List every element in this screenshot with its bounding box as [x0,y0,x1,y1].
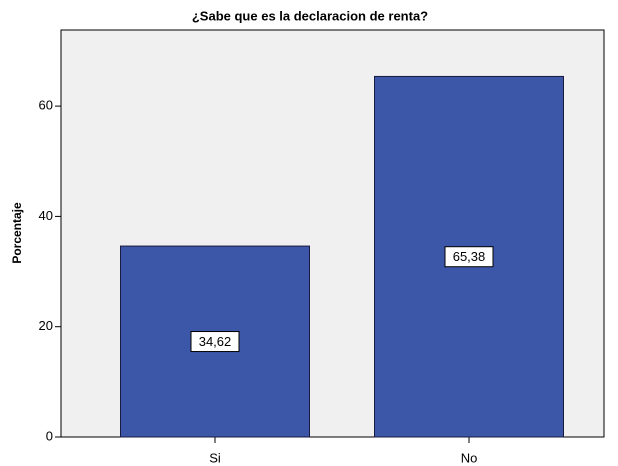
value-label-box [190,331,240,353]
bar [374,75,564,438]
value-label: 34,62 [199,334,232,349]
y-axis-label: Porcentaje [10,202,24,264]
y-tick-label: 60 [39,98,53,113]
y-tick-label: 20 [39,318,53,333]
x-tick-label: No [461,450,478,465]
y-tick-label: 40 [39,208,53,223]
value-label: 65,38 [453,249,486,264]
x-tick-label: Si [209,450,221,465]
chart-title: ¿Sabe que es la declaracion de renta? [192,8,428,23]
y-tick-label: 0 [46,428,53,443]
value-label-box [444,246,494,268]
